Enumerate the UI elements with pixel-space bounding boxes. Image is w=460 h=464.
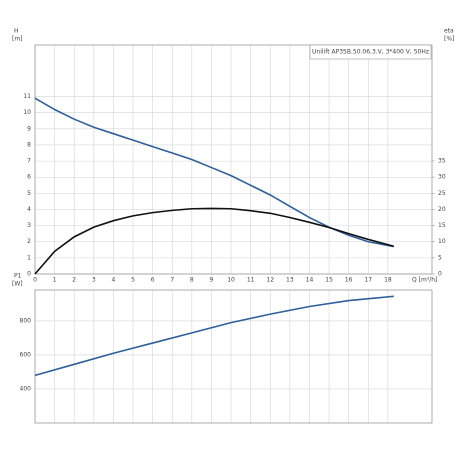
x-tick-label: 14 — [306, 277, 314, 284]
y-tick-label: 11 — [23, 93, 31, 100]
y-label: P1 — [14, 273, 22, 280]
y2-tick-label: 35 — [438, 157, 446, 164]
plot-frame — [34, 289, 433, 424]
x-tick-label: 2 — [72, 277, 76, 284]
y-tick-label: 1 — [27, 254, 31, 261]
y-tick-label: 4 — [27, 206, 31, 213]
x-tick-label: 1 — [53, 277, 57, 284]
y-tick-label: 9 — [27, 125, 31, 132]
curve — [34, 207, 394, 275]
y2-tick-label: 10 — [438, 238, 446, 245]
x-tick-label: 11 — [247, 277, 255, 284]
x-tick-label: 9 — [210, 277, 214, 284]
x-tick-label: 7 — [170, 277, 174, 284]
y2-tick-label: 30 — [438, 174, 446, 181]
y-label: H — [14, 28, 19, 35]
y-tick-label: 6 — [27, 174, 31, 181]
chart-title: Unilift AP35B.50.06.3.V, 3*400 V, 50Hz — [312, 49, 429, 56]
x-tick-label: 16 — [345, 277, 353, 284]
y-tick-label: 400 — [20, 385, 32, 392]
title-box — [309, 44, 432, 60]
y2-tick-label: 0 — [438, 271, 442, 278]
y-tick-label: 600 — [20, 351, 32, 358]
y-tick-label: 7 — [27, 158, 31, 165]
curve — [34, 295, 394, 377]
x-tick-label: 3 — [92, 277, 96, 284]
y-tick-label: 0 — [27, 271, 31, 278]
y-tick-label: 5 — [27, 190, 31, 197]
x-tick-label: 17 — [364, 277, 372, 284]
y-tick-label: 3 — [27, 222, 31, 229]
y2-tick-label: 5 — [438, 254, 442, 261]
x-tick-label: 12 — [266, 277, 274, 284]
x-tick-label: 13 — [286, 277, 294, 284]
plot-frame — [34, 44, 433, 275]
y-unit: [W] — [12, 281, 23, 288]
y-tick-label: 800 — [20, 317, 32, 324]
x-label: Q [m³/h] — [412, 277, 437, 284]
x-tick-label: 8 — [190, 277, 194, 284]
x-tick-label: 10 — [227, 277, 235, 284]
y2-unit: [%] — [444, 36, 454, 43]
y-tick-label: 2 — [27, 238, 31, 245]
x-tick-label: 15 — [325, 277, 333, 284]
y-unit: [m] — [12, 36, 23, 43]
x-tick-label: 4 — [112, 277, 116, 284]
y-tick-label: 8 — [27, 141, 31, 148]
y2-tick-label: 20 — [438, 206, 446, 213]
y2-tick-label: 25 — [438, 190, 446, 197]
y2-tick-label: 15 — [438, 222, 446, 229]
x-tick-label: 0 — [33, 277, 37, 284]
x-tick-label: 5 — [131, 277, 135, 284]
x-tick-label: 6 — [151, 277, 155, 284]
x-tick-label: 18 — [384, 277, 392, 284]
y-tick-label: 10 — [23, 109, 31, 116]
y2-label: eta — [444, 28, 454, 35]
